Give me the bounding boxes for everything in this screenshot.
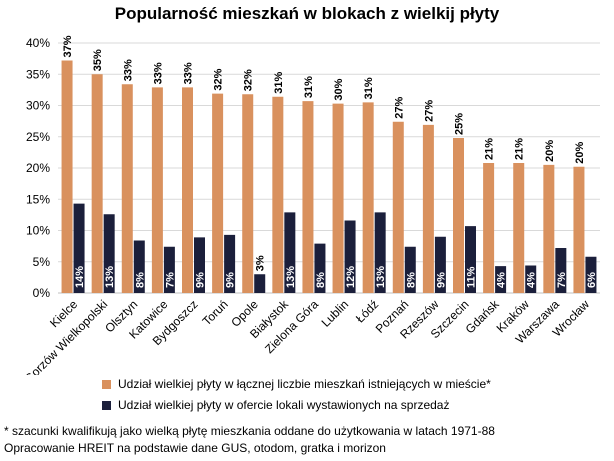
data-label-offers: 7% [164, 272, 176, 288]
data-label-offers: 4% [526, 272, 538, 288]
x-tick-label: Lublin [319, 297, 352, 330]
bar-offers [344, 220, 356, 293]
bar-offers [525, 265, 537, 293]
data-label-offers: 6% [586, 272, 598, 288]
bar-offers [465, 226, 476, 293]
bar-existing [422, 124, 434, 293]
data-label-existing: 33% [152, 62, 164, 84]
legend-label-offers: Udział wielkiej płyty w ofercie lokali w… [118, 398, 450, 412]
data-label-offers: 13% [375, 266, 387, 288]
data-label-existing: 27% [393, 97, 405, 119]
data-label-existing: 20% [574, 142, 586, 164]
bar-existing [543, 164, 555, 293]
y-tick-label: 10% [26, 224, 50, 238]
bar-offers [73, 203, 85, 293]
data-label-existing: 20% [544, 140, 556, 162]
data-label-existing: 31% [303, 76, 315, 98]
y-tick-label: 5% [33, 255, 51, 269]
bar-existing [483, 163, 495, 293]
bar-existing [392, 121, 404, 293]
bar-offers [434, 236, 446, 293]
data-label-offers: 12% [345, 266, 357, 288]
data-label-existing: 31% [363, 77, 375, 99]
y-tick-label: 30% [26, 99, 50, 113]
bar-offers [254, 274, 266, 293]
data-label-offers: 11% [466, 266, 478, 288]
x-tick-label: Toruń [200, 297, 231, 328]
bar-existing [302, 101, 314, 293]
data-label-offers: 3% [255, 255, 267, 271]
bar-offers [103, 214, 115, 293]
data-label-offers: 8% [134, 272, 146, 288]
data-label-existing: 37% [62, 35, 74, 57]
data-label-offers: 8% [315, 272, 327, 288]
data-label-existing: 25% [454, 113, 466, 135]
data-label-offers: 7% [556, 272, 568, 288]
data-label-existing: 35% [92, 49, 104, 71]
data-label-offers: 9% [225, 272, 237, 288]
bar-offers [495, 266, 507, 293]
source-note: Opracowanie HREIT na podstawie dane GUS,… [4, 441, 386, 455]
bar-existing [513, 163, 525, 293]
data-label-offers: 9% [435, 272, 447, 288]
data-label-existing: 30% [333, 78, 345, 100]
data-label-offers: 8% [405, 272, 417, 288]
bar-chart: 0% 5% 10% 15% 20% 25% 30% 35% 40% 37% 14% 35% 13% 33… [22, 35, 600, 375]
bar-offers [224, 234, 236, 293]
bar-offers [133, 240, 145, 293]
bar-existing [212, 93, 224, 293]
y-tick-label: 35% [26, 67, 50, 81]
bars [61, 60, 597, 293]
data-label-offers: 14% [74, 266, 86, 288]
data-label-offers: 13% [285, 266, 297, 288]
bar-existing [182, 87, 193, 293]
data-labels: 37% 14% 35% 13% 33% 8% 33% 7% 33% 9% 32% 9% 32% 3% 31%… [62, 35, 598, 288]
y-axis: 0% 5% 10% 15% 20% 25% 30% 35% 40% [26, 36, 50, 300]
bar-existing [573, 166, 585, 293]
data-label-offers: 4% [496, 272, 508, 288]
bar-offers [314, 243, 326, 293]
bar-offers [585, 256, 597, 293]
x-tick-label: Gdańsk [463, 297, 503, 337]
bar-existing [332, 103, 344, 293]
bar-existing [242, 94, 254, 293]
data-label-existing: 32% [243, 69, 255, 91]
bar-existing [272, 96, 284, 293]
y-tick-label: 20% [26, 161, 50, 175]
bar-existing [151, 87, 163, 293]
legend-label-existing: Udział wielkiej płyty w łącznej liczbie … [118, 377, 491, 391]
bar-existing [453, 138, 464, 293]
legend-swatch-existing [102, 379, 111, 389]
bar-offers [194, 237, 205, 293]
y-tick-label: 15% [26, 192, 50, 206]
bar-existing [61, 60, 73, 293]
bar-offers [404, 246, 416, 293]
data-label-offers: 9% [195, 272, 207, 288]
y-tick-label: 0% [33, 286, 51, 300]
gridlines [58, 42, 600, 294]
bar-existing [91, 74, 103, 293]
data-label-existing: 33% [183, 62, 195, 84]
bar-existing [362, 102, 374, 293]
data-label-existing: 27% [423, 100, 435, 122]
legend-item-offers: Udział wielkiej płyty w ofercie lokali w… [102, 398, 449, 412]
legend-swatch-offers [102, 400, 111, 410]
bar-offers [374, 212, 386, 293]
legend-item-existing: Udział wielkiej płyty w łącznej liczbie … [102, 377, 491, 391]
chart-title: Popularność mieszkań w blokach z wielkij… [114, 4, 500, 23]
data-label-existing: 21% [514, 138, 526, 160]
data-label-existing: 31% [273, 72, 285, 94]
bar-existing [121, 84, 133, 293]
data-label-existing: 33% [122, 59, 134, 81]
y-tick-label: 40% [26, 36, 50, 50]
footnote: * szacunki kwalifikują jako wielką płytę… [4, 424, 495, 438]
data-label-offers: 13% [104, 266, 116, 288]
bar-offers [555, 248, 567, 293]
data-label-existing: 32% [213, 68, 225, 90]
bar-offers [163, 246, 175, 293]
y-tick-label: 25% [26, 130, 50, 144]
data-label-existing: 21% [484, 138, 496, 160]
bar-offers [284, 212, 296, 293]
